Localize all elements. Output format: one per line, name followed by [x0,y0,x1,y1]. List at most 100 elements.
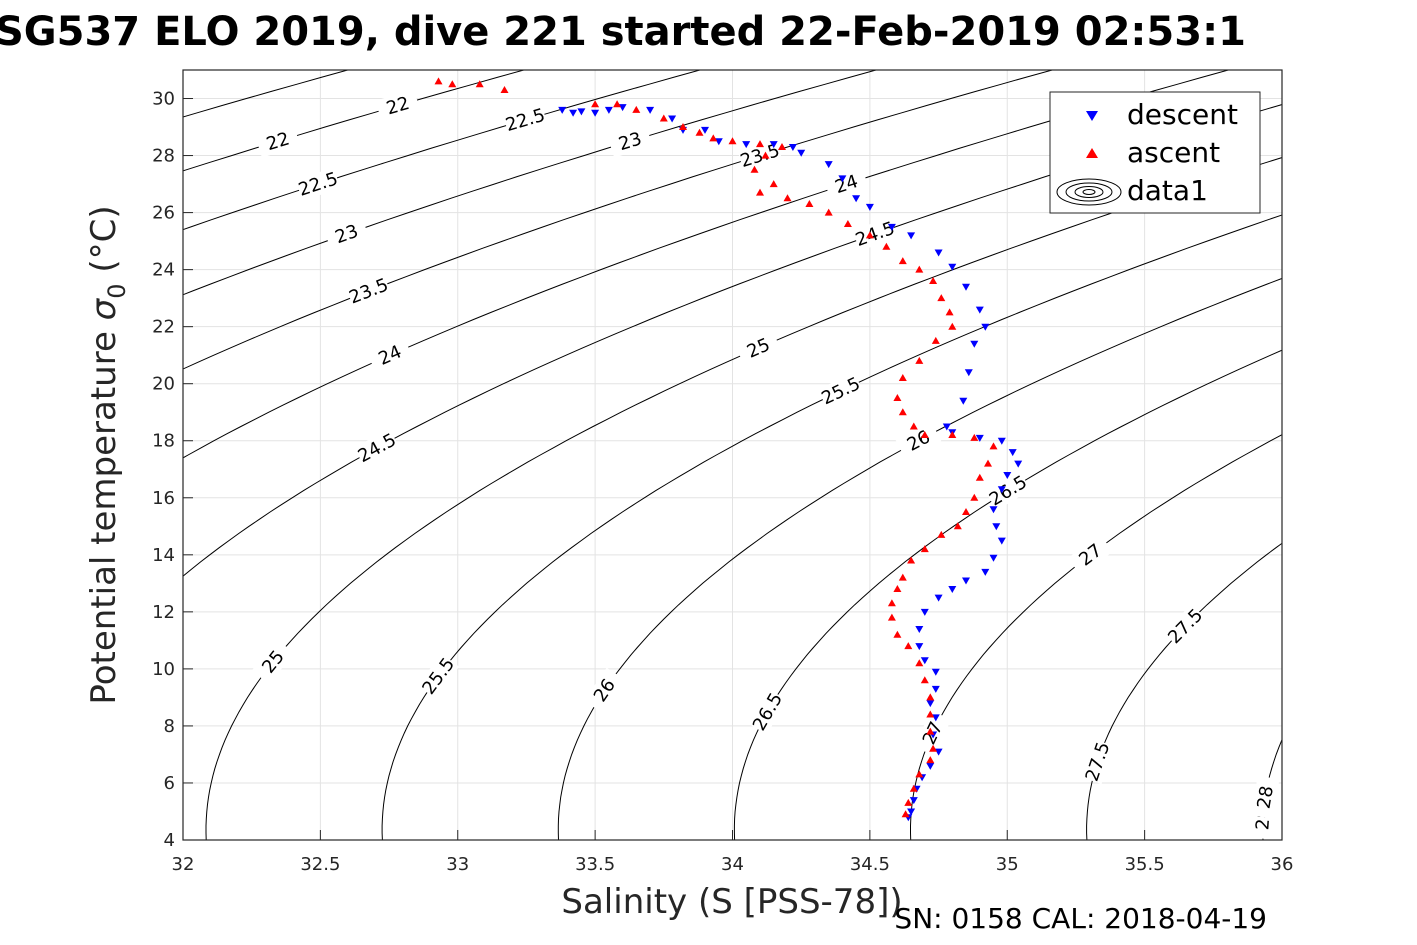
descent-point [797,149,806,157]
contour-label-bg [295,167,341,201]
x-axis-label: Salinity (S [PSS-78]) [561,882,902,922]
ascent-point [898,573,907,581]
contour-label-bg [1251,775,1280,819]
ascent-point [901,810,910,818]
descent-point [887,223,896,231]
contour-label: 26.5 [749,689,787,734]
ascent-point [893,394,902,401]
descent-point [970,340,979,348]
descent-point [931,714,940,722]
x-tick-label: 33 [446,854,469,875]
descent-point [865,203,874,211]
ascent-point [893,585,902,592]
descent-point [934,594,943,602]
ascent-point [904,642,913,650]
ascent-point [898,408,907,416]
ascent-point [756,188,764,196]
x-tick-label: 36 [1271,854,1294,875]
descent-point [907,232,916,240]
descent-point [558,106,567,114]
y-tick-label: 12 [152,602,175,623]
descent-point [964,369,973,377]
contour-label-bg [895,421,942,460]
density-contour-line [1086,542,1282,840]
ascent-point [898,257,907,265]
contour-label-bg [417,653,460,699]
descent-point [997,437,1006,445]
contour-label-bg [1163,604,1208,649]
descent-point [577,108,586,116]
ascent-point [887,599,896,607]
descent-point [618,104,627,112]
ascent-point [475,80,484,88]
ascent-point [728,137,737,145]
y-tick-label: 16 [152,488,175,509]
y-tick-label: 20 [152,374,175,395]
ascent-point [989,442,998,450]
contour-label-bg [255,124,301,158]
contour-label-bg [817,372,864,410]
descent-point [769,141,778,149]
descent-point [962,577,970,585]
y-tick-label: 26 [152,203,175,224]
descent-point [989,506,998,514]
ascent-point [893,630,902,638]
ascent-point [709,134,718,142]
ascent-point [898,374,907,381]
contour-label: 24.5 [355,429,400,467]
y-tick-label: 14 [152,545,175,566]
ascent-point [970,433,979,441]
ascent-point [929,277,938,284]
legend: descent ascent data1 [1049,91,1261,214]
ascent-point [824,208,833,216]
x-tick-label: 32 [172,854,195,875]
x-tick-label: 35 [996,854,1019,875]
x-tick-label: 33.5 [575,854,615,875]
descent-point [981,323,990,331]
contour-label: 25.5 [418,654,459,699]
ascent-point [778,143,786,150]
ascent-point [970,493,979,501]
descent-point [948,586,957,593]
descent-point [962,283,970,291]
density-contour-line [183,70,1229,459]
descent-point [668,115,677,123]
y-tick-label: 6 [164,773,175,794]
ascent-point [448,80,457,88]
descent-point [714,138,723,146]
descent-point [931,668,940,676]
y-tick-label: 24 [152,260,175,281]
ascent-point [843,220,852,227]
descent-point [604,106,613,114]
ascent-point [929,744,938,752]
legend-ascent-label: ascent [1127,136,1220,169]
calibration-footer: SN: 0158 CAL: 2018-04-19 [894,902,1267,935]
ascent-point [953,522,962,530]
density-contour-line [557,277,1282,840]
ascent-point [945,308,954,316]
ascent-point [907,556,916,564]
density-contour-line [910,434,1282,840]
descent-point [926,700,935,708]
descent-point [926,762,935,770]
descent-point [915,626,924,633]
ascent-point [500,86,509,93]
density-contour-line [183,70,877,296]
contour-label-bg [502,103,548,137]
density-contour-line [1262,738,1282,840]
data-points [434,77,1023,822]
contour-label: 26.5 [986,472,1031,511]
y-tick-label: 28 [152,146,175,167]
contour-label: 27.5 [1082,739,1115,784]
contour-label: 24.5 [853,218,898,251]
descent-point [920,657,929,665]
ascent-point [679,123,687,130]
contour-label-bg [747,688,788,735]
descent-point [1014,460,1023,468]
ascent-point [915,770,924,778]
contour-label-bg [354,428,400,468]
ascent-point [756,140,764,148]
x-tick-label: 35.5 [1125,854,1165,875]
legend-descent-label: descent [1127,98,1238,131]
contour-label-bg [346,273,392,309]
